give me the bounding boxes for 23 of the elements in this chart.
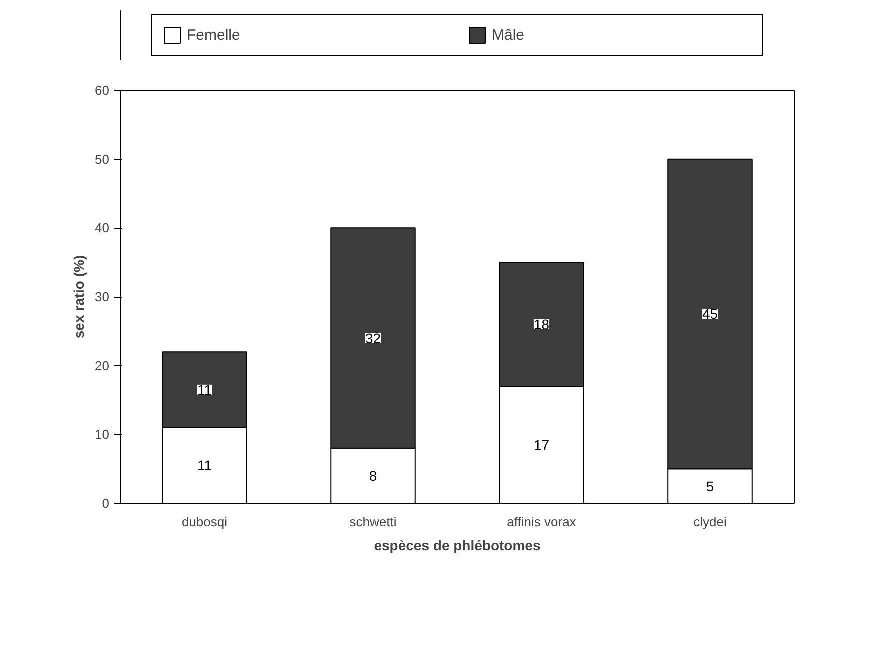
- data-label: 11: [197, 382, 212, 398]
- x-tick-label: clydei: [694, 514, 727, 530]
- x-tick-label: affinis vorax: [507, 514, 577, 530]
- x-tick-label: dubosqi: [182, 514, 228, 530]
- data-label: 8: [369, 468, 378, 484]
- data-label: 32: [365, 330, 382, 346]
- y-axis-title: sex ratio (%): [71, 255, 88, 339]
- x-tick-label: schwetti: [350, 514, 397, 530]
- data-label: 17: [534, 436, 550, 453]
- x-axis-title: espèces de phlébotomes: [374, 538, 541, 554]
- data-label: 45: [702, 306, 718, 322]
- y-tick-label: 40: [95, 220, 110, 236]
- data-label: 5: [706, 478, 714, 494]
- y-tick-label: 10: [95, 427, 110, 442]
- data-label: 18: [534, 316, 550, 333]
- y-tick-label: 50: [95, 152, 110, 167]
- y-tick-label: 30: [95, 290, 110, 304]
- data-label: 11: [197, 458, 212, 474]
- legend-label: Mâle: [492, 26, 526, 44]
- y-tick-label: 60: [95, 83, 110, 98]
- y-tick-label: 0: [102, 496, 110, 511]
- y-tick-label: 20: [95, 358, 110, 374]
- legend-label: Femelle: [187, 26, 242, 44]
